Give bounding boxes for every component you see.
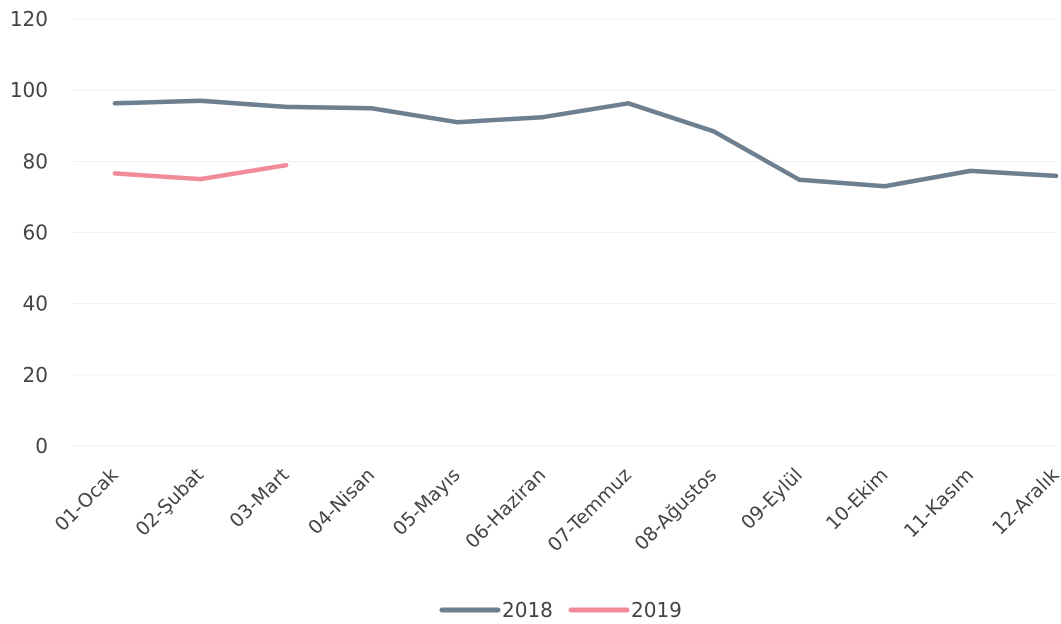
- data-point-2018: [283, 104, 289, 110]
- gridlines: [73, 18, 1056, 447]
- series-line-2018: [112, 98, 1059, 189]
- data-point-2018: [1053, 173, 1059, 179]
- x-tick-label: 05-Mayıs: [389, 464, 465, 540]
- x-tick-label: 02-Şubat: [132, 464, 209, 541]
- x-tick-label: 08-Ağustos: [630, 464, 721, 555]
- data-point-2018: [198, 98, 203, 104]
- data-point-2018: [711, 129, 717, 134]
- data-point-2019: [198, 176, 203, 182]
- x-tick-label: 01-Ocak: [51, 464, 123, 536]
- x-tick-label: 06-Haziran: [461, 464, 550, 553]
- data-point-2018: [369, 106, 374, 111]
- data-point-2019: [112, 171, 118, 176]
- data-point-2018: [797, 177, 802, 183]
- x-tick-label: 09-Eylül: [737, 464, 807, 534]
- x-tick-label: 11-Kasım: [900, 464, 978, 542]
- data-point-2018: [454, 119, 460, 125]
- x-tick-label: 12-Aralık: [988, 464, 1061, 539]
- y-tick-label: 0: [35, 434, 48, 458]
- y-axis: 0 20 40 60 80 100 120: [10, 7, 48, 458]
- x-tick-label: 10-Ekim: [822, 464, 893, 535]
- legend-label: 2019: [631, 598, 682, 622]
- data-point-2018: [968, 168, 973, 174]
- series-lines: [112, 98, 1059, 189]
- data-point-2018: [540, 115, 545, 120]
- data-point-2018: [882, 184, 888, 189]
- x-tick-label: 03-Mart: [226, 464, 294, 532]
- y-tick-label: 60: [23, 221, 48, 245]
- x-tick-label: 04-Nisan: [304, 464, 379, 539]
- y-tick-label: 80: [23, 149, 48, 173]
- legend-label: 2018: [502, 598, 553, 622]
- y-tick-label: 40: [23, 292, 48, 316]
- x-axis: 01-Ocak 02-Şubat 03-Mart 04-Nisan 05-Mayıs06…: [51, 464, 1061, 556]
- data-point-2018: [112, 101, 118, 106]
- data-point-2018: [626, 101, 631, 106]
- data-point-2019: [283, 163, 289, 168]
- y-tick-label: 20: [23, 363, 48, 387]
- x-tick-label: 07-Temmuz: [544, 464, 636, 556]
- legend: 2018 2019: [439, 598, 682, 622]
- y-tick-label: 100: [10, 78, 48, 102]
- y-tick-label: 120: [10, 7, 48, 31]
